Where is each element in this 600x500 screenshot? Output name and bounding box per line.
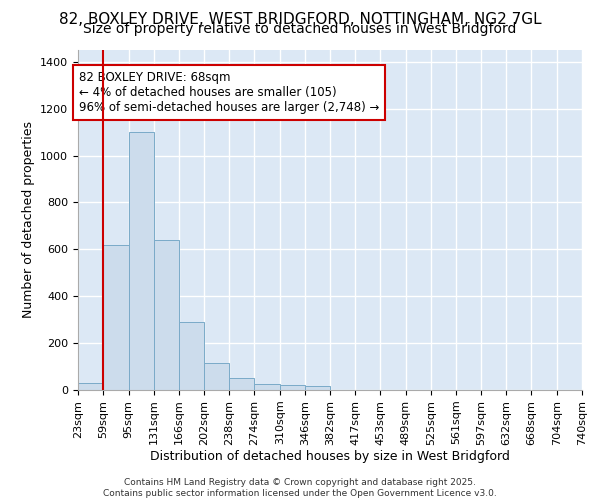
Bar	[229, 378, 254, 390]
Bar	[103, 244, 128, 390]
Bar	[280, 386, 305, 390]
Text: Contains HM Land Registry data © Crown copyright and database right 2025.
Contai: Contains HM Land Registry data © Crown c…	[103, 478, 497, 498]
X-axis label: Distribution of detached houses by size in West Bridgford: Distribution of detached houses by size …	[150, 450, 510, 464]
Bar	[254, 384, 280, 390]
Text: Size of property relative to detached houses in West Bridgford: Size of property relative to detached ho…	[83, 22, 517, 36]
Bar	[305, 386, 331, 390]
Text: 82 BOXLEY DRIVE: 68sqm
← 4% of detached houses are smaller (105)
96% of semi-det: 82 BOXLEY DRIVE: 68sqm ← 4% of detached …	[79, 71, 379, 114]
Bar	[78, 383, 103, 390]
Bar	[154, 240, 179, 390]
Bar	[204, 363, 229, 390]
Bar	[128, 132, 154, 390]
Y-axis label: Number of detached properties: Number of detached properties	[22, 122, 35, 318]
Text: 82, BOXLEY DRIVE, WEST BRIDGFORD, NOTTINGHAM, NG2 7GL: 82, BOXLEY DRIVE, WEST BRIDGFORD, NOTTIN…	[59, 12, 541, 28]
Bar	[179, 322, 204, 390]
